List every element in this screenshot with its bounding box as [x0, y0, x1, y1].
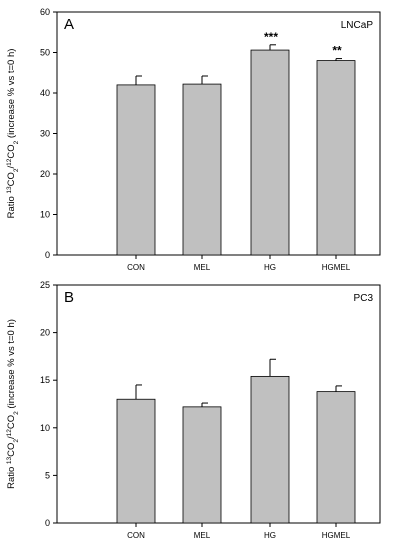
chart-panel-b: 0 5 10 15 20 25 CON MEL HG HGMEL B PC3 Ratio 13CO2/1… [6, 280, 381, 540]
y-tick-label: 0 [45, 518, 50, 528]
y-tick-label: 0 [45, 250, 50, 260]
bar-mel [182, 406, 222, 524]
panel-title: PC3 [354, 293, 374, 304]
y-tick-label: 10 [40, 210, 50, 220]
y-tick-label: 50 [40, 48, 50, 58]
y-axis-label: Ratio 13CO2/12CO2 (increase % vs t=0 h) [6, 319, 20, 489]
bar-hg [250, 375, 290, 524]
bar-hg [250, 49, 290, 256]
chart-panel-a: 0 10 20 30 40 50 60 CON MEL *** HG ** HGMEL A LNCaP Rat… [6, 7, 381, 272]
bar-con [116, 398, 156, 524]
y-tick-label: 20 [40, 328, 50, 338]
y-tick-label: 15 [40, 375, 50, 385]
y-tick-label: 5 [45, 470, 50, 480]
y-tick-label: 20 [40, 169, 50, 179]
x-tick-label-hgmel: HGMEL [322, 263, 351, 272]
bar-mel [182, 83, 222, 256]
x-tick-label-con: CON [127, 263, 145, 272]
significance-hg: *** [264, 30, 278, 44]
panel-label: A [64, 16, 74, 33]
bar-con [116, 84, 156, 256]
y-tick-label: 25 [40, 280, 50, 290]
panel-title: LNCaP [341, 20, 374, 31]
bar-hgmel [316, 391, 356, 524]
x-tick-label-hg: HG [264, 263, 276, 272]
panel-label: B [64, 289, 74, 306]
y-axis-label: Ratio 13CO2/12CO2 (increase % vs t=0 h) [6, 49, 20, 219]
significance-hgmel: ** [332, 44, 342, 58]
x-tick-label-hg: HG [264, 531, 276, 540]
x-tick-label-mel: MEL [194, 263, 211, 272]
y-tick-label: 30 [40, 129, 50, 139]
x-tick-label-con: CON [127, 531, 145, 540]
bar-hgmel [316, 60, 356, 256]
y-tick-label: 60 [40, 7, 50, 17]
x-tick-label-hgmel: HGMEL [322, 531, 351, 540]
y-tick-label: 40 [40, 88, 50, 98]
y-tick-label: 10 [40, 423, 50, 433]
x-tick-label-mel: MEL [194, 531, 211, 540]
